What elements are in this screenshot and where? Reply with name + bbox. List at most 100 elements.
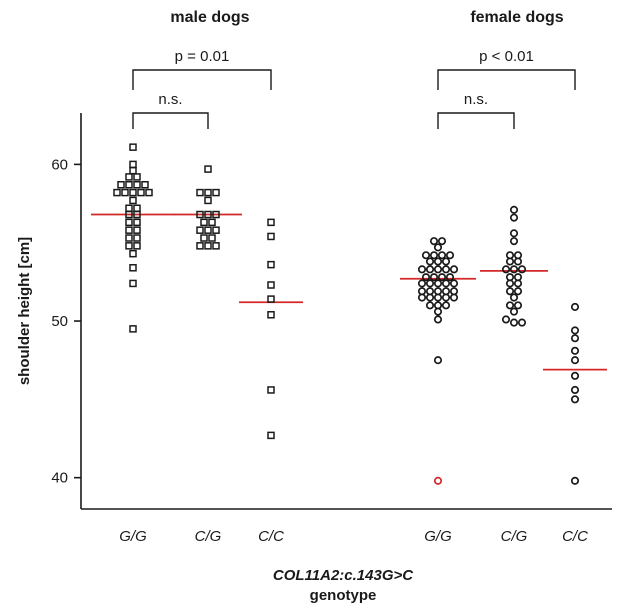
data-point [509,307,519,316]
group-title: male dogs [170,9,249,26]
data-point [204,196,212,205]
category-labels: G/G C/G C/C G/G C/G C/C [119,528,588,545]
data-point [425,279,435,288]
data-point [267,281,275,289]
data-point [570,371,580,380]
data-point [129,249,137,258]
data-point [509,265,519,274]
data-point [425,257,435,266]
data-point [570,476,580,485]
data-point [125,242,133,250]
significance-label: n.s. [158,91,182,108]
data-point [505,287,515,296]
significance-bracket [437,112,515,129]
data-point [196,226,204,234]
data-point [517,318,527,327]
axes [80,113,612,510]
significance-brackets: n.s. p = 0.01 n.s. p < 0.01 [132,48,576,129]
data-point [133,226,141,234]
data-point [204,226,212,234]
data-point [425,301,435,310]
data-point [425,293,435,302]
data-point [441,293,451,302]
data-point [509,229,519,238]
data-point [417,293,427,302]
data-point [204,210,212,219]
data-point [121,188,129,197]
data-point [570,385,580,395]
data-point [267,431,275,440]
data-point [570,346,580,355]
data-point [117,181,125,189]
data-point [429,273,439,282]
data-point [212,242,220,250]
data-point [445,251,455,260]
y-tick-label: 60 [51,156,68,173]
data-point [204,165,212,173]
data-point [267,218,275,227]
data-point [445,273,455,282]
data-point [509,205,519,214]
significance-label: n.s. [464,91,488,108]
data-point [129,188,137,197]
median-lines [91,213,607,371]
data-point [437,251,447,260]
data-point [429,251,439,260]
data-point [196,210,204,219]
data-point [509,213,519,222]
data-point [125,226,133,234]
data-point [437,273,447,282]
category-label: C/C [562,528,588,545]
data-points [113,143,580,485]
data-point [129,279,137,288]
significance-bracket [132,112,209,129]
data-point [208,234,216,242]
data-point [505,257,515,266]
y-axis-label: shoulder height [cm] [16,237,33,385]
data-point [441,265,451,274]
data-point [125,234,133,242]
significance-bracket [437,69,576,90]
data-point [433,315,443,324]
data-point [505,301,515,310]
data-point [509,318,519,327]
category-label: C/G [501,528,528,545]
data-point [204,188,212,197]
data-point [133,218,141,227]
y-ticks: 40 50 60 [51,156,81,487]
data-point [513,279,523,288]
data-point [421,273,431,282]
data-point [570,334,580,343]
data-point [129,196,137,205]
data-point [267,232,275,241]
data-point [133,181,141,189]
data-point [501,315,511,324]
data-point [433,279,443,288]
data-point [441,257,451,266]
data-point [133,210,141,219]
data-point [196,188,204,197]
data-point [145,188,153,197]
x-axis-label-gene: COL11A2:c.143G>C [273,567,414,584]
data-point [570,302,580,311]
data-point [513,301,523,310]
data-point [125,210,133,219]
data-point [200,234,208,242]
data-point [113,188,121,197]
data-point [517,265,527,274]
outlier-point [433,476,443,485]
data-point [129,325,137,333]
y-tick-label: 50 [51,313,68,330]
data-point [570,395,580,404]
data-point [509,237,519,246]
data-point [212,188,220,197]
data-point [513,257,523,266]
significance-label: p = 0.01 [175,48,230,65]
data-point [212,210,220,219]
data-point [505,279,515,288]
y-tick-label: 40 [51,470,68,487]
data-point [509,293,519,302]
data-point [137,188,145,197]
data-point [125,218,133,227]
